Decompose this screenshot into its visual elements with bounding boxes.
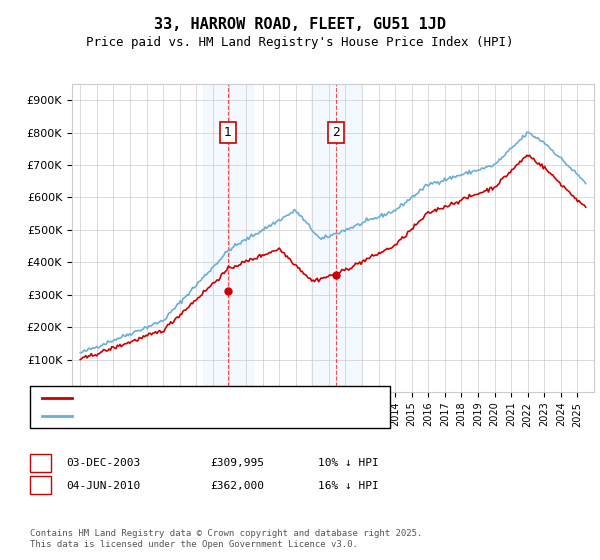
Text: 1: 1 (224, 126, 232, 139)
Text: 1: 1 (37, 456, 44, 470)
Text: 04-JUN-2010: 04-JUN-2010 (66, 480, 140, 491)
Text: Contains HM Land Registry data © Crown copyright and database right 2025.
This d: Contains HM Land Registry data © Crown c… (30, 529, 422, 549)
Text: 33, HARROW ROAD, FLEET, GU51 1JD: 33, HARROW ROAD, FLEET, GU51 1JD (154, 17, 446, 32)
Text: Price paid vs. HM Land Registry's House Price Index (HPI): Price paid vs. HM Land Registry's House … (86, 36, 514, 49)
Text: £309,995: £309,995 (210, 458, 264, 468)
Text: 2: 2 (37, 479, 44, 492)
Text: 33, HARROW ROAD, FLEET, GU51 1JD (detached house): 33, HARROW ROAD, FLEET, GU51 1JD (detach… (78, 393, 384, 403)
Text: 16% ↓ HPI: 16% ↓ HPI (318, 480, 379, 491)
Text: 2: 2 (332, 126, 340, 139)
Text: HPI: Average price, detached house, Hart: HPI: Average price, detached house, Hart (78, 411, 328, 421)
Text: £362,000: £362,000 (210, 480, 264, 491)
Bar (311, 84, 361, 392)
Text: 10% ↓ HPI: 10% ↓ HPI (318, 458, 379, 468)
Text: 03-DEC-2003: 03-DEC-2003 (66, 458, 140, 468)
Bar (203, 84, 253, 392)
